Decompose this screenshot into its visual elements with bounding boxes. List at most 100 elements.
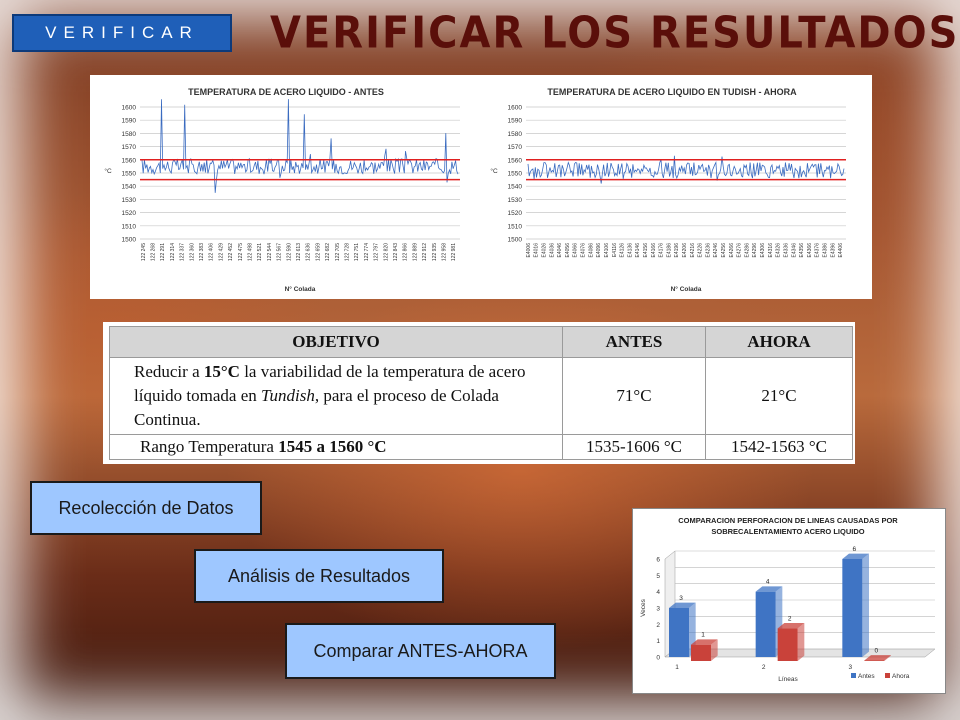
y-tick-label: 0 [656, 655, 660, 662]
y-tick-label: 1500 [508, 237, 523, 244]
x-tick-label: 122 659 [315, 243, 321, 261]
objective-table: OBJETIVO ANTES AHORA Reducir a 15°C la v… [109, 326, 853, 460]
legend-swatch [851, 673, 856, 678]
y-tick-label: 5 [656, 573, 660, 580]
objective-table-panel: OBJETIVO ANTES AHORA Reducir a 15°C la v… [103, 322, 855, 464]
x-tick-label: E4396 [830, 243, 836, 258]
line-charts-panel: TEMPERATURA DE ACERO LIQUIDO - ANTES 1500… [90, 75, 872, 299]
x-tick-label: 122 360 [189, 243, 195, 261]
x-tick-label: 122 682 [325, 243, 331, 261]
x-tick-label: 122 452 [228, 243, 234, 261]
x-tick-label: 122 268 [151, 243, 157, 261]
x-tick-label: E4146 [635, 243, 641, 258]
x-tick-label: E4076 [581, 243, 587, 258]
x-tick-label: 122 636 [306, 243, 312, 261]
data-label: 0 [875, 648, 879, 655]
x-tick-label: E4406 [838, 243, 844, 258]
chart-title-line: SOBRECALENTAMIENTO ACERO LIQUIDO [711, 527, 864, 536]
y-tick-label: 1570 [122, 144, 137, 151]
x-tick-label: 122 797 [374, 243, 380, 261]
x-tick-label: 122 337 [180, 243, 186, 261]
y-axis-label: °C [104, 167, 112, 175]
line-chart-antes: TEMPERATURA DE ACERO LIQUIDO - ANTES 1500… [104, 87, 460, 293]
y-tick-label: 1550 [122, 171, 137, 178]
analisis-resultados-button[interactable]: Análisis de Resultados [194, 549, 444, 603]
x-tick-label: 122 751 [354, 243, 360, 261]
data-label: 4 [766, 579, 770, 586]
x-tick-label: 122 958 [441, 243, 447, 261]
antes-value: 71°C [562, 357, 706, 435]
x-tick-label: E4276 [737, 243, 743, 258]
y-tick-label: 1510 [508, 223, 523, 230]
chart-title-line: COMPARACION PERFORACION DE LINEAS CAUSAD… [678, 516, 898, 525]
x-tick-label: 122 544 [267, 243, 273, 261]
chart-title: TEMPERATURA DE ACERO LIQUIDO EN TUDISH -… [547, 87, 797, 97]
y-tick-label: 1530 [508, 197, 523, 204]
y-axis-label: Veces [640, 598, 647, 616]
x-tick-label: E4066 [573, 243, 579, 258]
legend-label: Antes [858, 673, 875, 680]
x-tick-label: E4356 [799, 243, 805, 258]
y-tick-label: 1550 [508, 171, 523, 178]
x-tick-label: 122 498 [248, 243, 254, 261]
x-tick-label: E4026 [542, 243, 548, 258]
series-line [527, 155, 845, 184]
x-tick-label: E4236 [705, 243, 711, 258]
y-tick-label: 3 [656, 606, 660, 613]
comparar-antes-ahora-button[interactable]: Comparar ANTES-AHORA [285, 623, 556, 679]
x-tick-label: E4226 [698, 243, 704, 258]
bar-chart-panel: COMPARACION PERFORACION DE LINEAS CAUSAD… [632, 508, 946, 694]
x-tick-label: 122 383 [199, 243, 205, 261]
x-tick-label: 122 590 [286, 243, 292, 261]
x-tick-label: 122 314 [170, 243, 176, 261]
x-tick-label: E4206 [682, 243, 688, 258]
recoleccion-datos-button[interactable]: Recolección de Datos [30, 481, 262, 535]
x-tick-label: E4086 [588, 243, 594, 258]
x-tick-label: 1 [675, 664, 679, 671]
bar-side [862, 553, 869, 657]
y-axis-label: °C [490, 167, 498, 175]
x-tick-label: 122 475 [238, 243, 244, 261]
header-antes: ANTES [562, 326, 706, 358]
bar [777, 628, 798, 661]
x-tick-label: 122 843 [393, 243, 399, 261]
data-label: 3 [679, 595, 683, 602]
bar [864, 660, 885, 661]
x-tick-label: E4016 [534, 243, 540, 258]
x-tick-label: 122 866 [403, 243, 409, 261]
y-tick-label: 1590 [508, 118, 523, 125]
y-tick-label: 1520 [122, 210, 137, 217]
y-tick-label: 1600 [508, 105, 523, 112]
series-line [141, 99, 459, 193]
x-axis-label: N° Colada [285, 285, 316, 293]
x-tick-label: E4006 [526, 243, 532, 258]
data-label: 6 [853, 546, 857, 553]
bar [755, 591, 776, 657]
x-tick-label: E4286 [744, 243, 750, 258]
y-tick-label: 1500 [122, 237, 137, 244]
x-tick-label: E4056 [565, 243, 571, 258]
x-tick-label: E4156 [643, 243, 649, 258]
x-tick-label: 122 820 [383, 243, 389, 261]
bar [691, 644, 711, 661]
x-tick-label: 122 245 [141, 243, 147, 261]
x-tick-label: E4216 [690, 243, 696, 258]
x-tick-label: E4106 [604, 243, 610, 258]
bar [669, 608, 689, 657]
x-tick-label: E4296 [752, 243, 758, 258]
y-tick-label: 4 [656, 589, 660, 596]
header-ahora: AHORA [705, 326, 853, 358]
x-tick-label: 122 429 [218, 243, 224, 261]
bar [842, 559, 863, 657]
section-tag: VERIFICAR [12, 14, 232, 52]
y-tick-label: 1540 [508, 184, 523, 191]
rango-antes: 1535-1606 °C [562, 434, 706, 460]
x-tick-label: E4346 [791, 243, 797, 258]
objetivo-cell: Reducir a 15°C la variabilidad de la tem… [109, 357, 563, 435]
y-tick-label: 1590 [122, 118, 137, 125]
data-label: 2 [788, 615, 792, 622]
x-tick-label: 122 705 [335, 243, 341, 261]
y-tick-label: 1530 [122, 197, 137, 204]
x-tick-label: 122 728 [344, 243, 350, 261]
legend-label: Ahora [892, 673, 910, 680]
